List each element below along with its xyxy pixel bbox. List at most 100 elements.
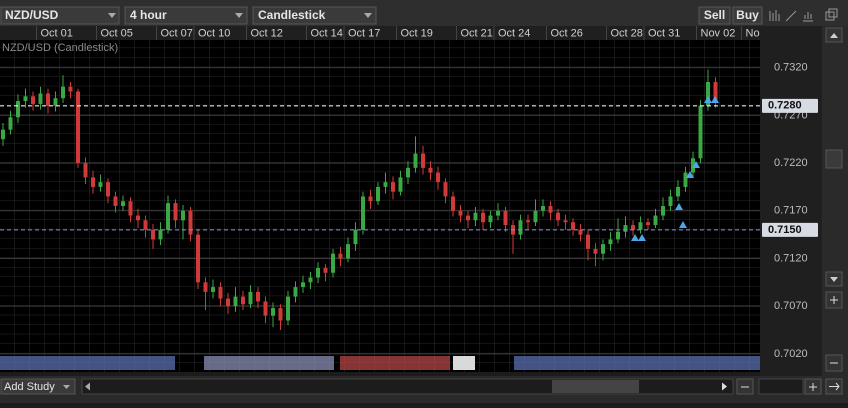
candle-body [323,268,328,273]
candle-body [248,291,253,305]
price-label: 0.7280 [768,100,802,112]
candle-body [593,248,598,254]
candle-body [376,186,380,202]
add-study-dropdown[interactable]: Add Study [0,378,76,395]
candle-body [226,298,230,307]
candle-body [128,201,133,216]
candle-body [181,210,185,221]
vertical-scrollbar[interactable] [822,26,848,376]
style-dropdown[interactable]: Candlestick [252,6,377,25]
candle-body [256,291,260,302]
candle-body [83,163,88,178]
candle-body [61,86,65,99]
candle-body [8,117,13,130]
candle-body [31,96,35,104]
x-tick-label: Oct 17 [348,27,380,39]
interval-dropdown[interactable]: 4 hour [124,6,248,25]
candle-body [473,212,478,221]
candle-body [571,222,575,230]
candle-body [361,196,365,230]
candle-body [233,296,238,307]
candle-body [196,234,200,283]
buy-button[interactable]: Buy [732,6,763,25]
x-tick-label: Oct 26 [551,27,583,39]
candle-body [76,91,80,164]
x-tick-label: Oct 31 [648,27,680,39]
candle-body [458,210,463,216]
x-tick-label: Oct 05 [101,27,133,39]
candle-body [188,210,193,235]
candle-body [503,210,508,226]
y-tick-label: 0.7320 [774,62,808,74]
candle-body [661,206,665,216]
price-label-box [762,222,818,237]
candle-body [631,225,635,230]
candle-body [548,206,553,213]
x-tick-label: Oct 07 [161,27,193,39]
candle-body [706,81,710,106]
candle-body [541,206,545,211]
sell-text: Sell [704,8,725,22]
candle-body [383,182,388,187]
candle-body [218,287,223,299]
candle-body [241,296,245,305]
x-tick-label: Oct 28 [611,27,643,39]
y-tick-label: 0.7170 [774,205,808,217]
candle-body [691,158,695,173]
y-tick-label: 0.7120 [774,252,808,264]
x-tick-label: No [746,27,760,39]
candle-body [166,203,170,230]
candle-body [608,239,613,245]
tool-icons[interactable] [769,8,838,22]
y-tick-label: 0.7070 [774,300,808,312]
candle-body [53,98,58,106]
candle-body [451,196,455,211]
candle-body [151,229,155,240]
event-flags [0,356,760,370]
candle-body [428,167,433,173]
candle-body [23,96,28,102]
candle-body [421,153,425,168]
candle-body [698,105,703,159]
signal-markers [631,96,719,241]
candle-body [136,215,140,221]
zoom-controls[interactable] [736,378,843,395]
candle-body [436,172,440,183]
candle-body [203,282,208,292]
x-tick-label: Oct 12 [251,27,283,39]
scroll-thumb[interactable] [825,149,843,169]
candle-body [113,196,118,206]
sell-button[interactable]: Sell [698,6,731,25]
x-tick-label: Oct 10 [198,27,230,39]
candle-body [16,101,20,118]
candle-body [1,129,5,140]
candle-body [211,287,215,292]
candle-body [121,201,125,206]
candle-body [346,244,350,259]
price-axis [760,26,822,376]
candle-body [533,210,538,223]
candle-body [173,203,178,221]
style-text: Candlestick [258,8,326,22]
symbol-dropdown[interactable]: NZD/USD [0,6,120,25]
candle-body [308,277,313,283]
x-tick-label: Oct 21 [461,27,493,39]
candle-body [683,172,688,187]
candle-body [676,186,680,197]
candle-body [518,220,523,235]
candle-body [653,215,658,226]
zoom-out[interactable] [825,354,843,372]
candle-body [106,182,110,197]
candle-body [278,308,283,321]
candle-body [391,182,395,192]
candle-body [301,282,305,288]
candle-body [563,220,568,223]
candle-body [616,231,620,240]
candle-body [143,220,148,230]
candle-body [443,182,448,197]
candle-body [338,253,343,259]
candle-body [496,210,500,216]
zoom-in[interactable] [825,291,843,309]
horizontal-scrollbar[interactable] [81,378,734,395]
